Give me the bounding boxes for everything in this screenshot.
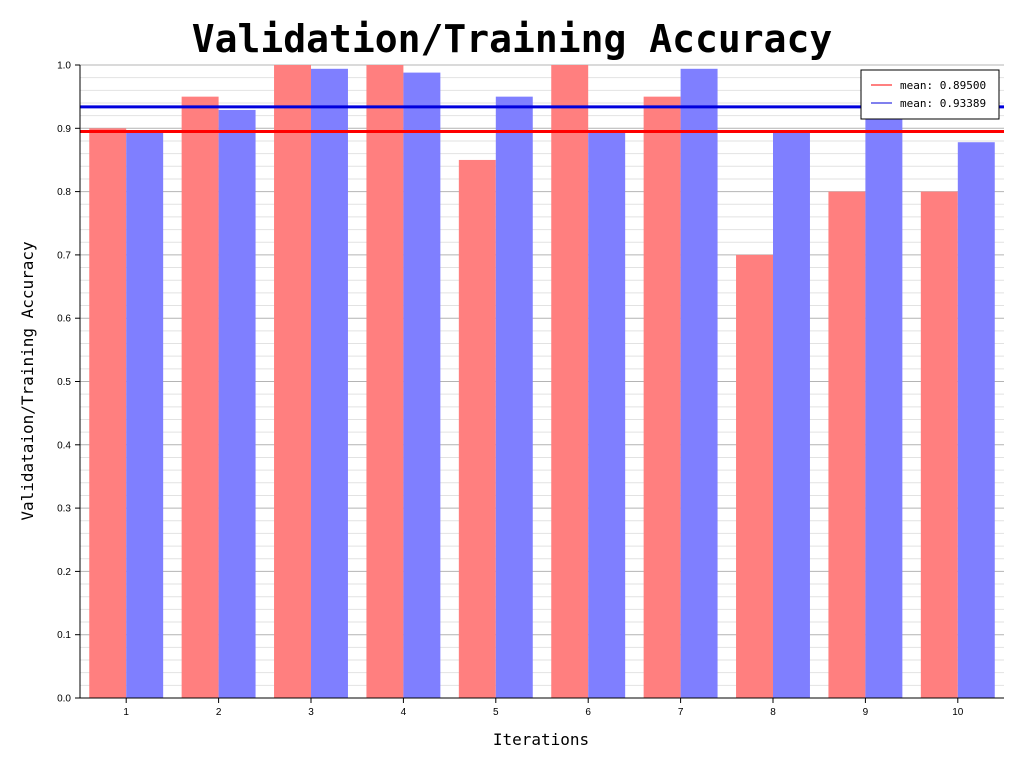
mean-lines-group (80, 105, 1004, 133)
bar-series1-5 (458, 159, 496, 698)
x-tick-label: 6 (585, 707, 591, 718)
x-axis-label: Iterations (493, 730, 589, 749)
x-tick-label: 4 (401, 707, 407, 718)
y-tick-label: 0.1 (57, 630, 71, 641)
bar-series2-10 (957, 142, 995, 698)
x-tick-label: 3 (308, 707, 314, 718)
bar-series2-3 (311, 68, 348, 699)
y-tick-label: 0.8 (57, 187, 71, 198)
bar-series2-9 (865, 116, 903, 698)
legend-box (860, 69, 1000, 120)
x-tick-label: 7 (678, 707, 684, 718)
bar-series2-4 (403, 72, 441, 698)
bar-series1-8 (736, 254, 773, 698)
bar-series1-2 (181, 96, 219, 698)
legend-entry-2: mean: 0.93389 (900, 97, 986, 110)
bar-series1-9 (828, 191, 866, 698)
y-tick-label: 0.0 (57, 694, 71, 705)
bar-series1-3 (274, 65, 311, 698)
axes (75, 64, 1004, 703)
bar-series2-5 (495, 96, 533, 698)
bar-series1-4 (366, 65, 404, 698)
y-tick-labels: 0.0 0.1 0.2 0.3 0.4 0.5 0.6 0.7 0.8 0.9 1.0 (57, 61, 71, 705)
x-tick-label: 5 (493, 707, 499, 718)
x-tick-label: 9 (863, 707, 869, 718)
chart-title: Validation/Training Accuracy (192, 17, 833, 61)
x-tick-label: 1 (123, 707, 129, 718)
bar-series2-1 (126, 131, 164, 699)
y-axis-label: Validataion/Training Accuracy (18, 241, 37, 521)
bar-series2-6 (588, 131, 626, 699)
y-tick-label: 0.6 (57, 314, 71, 325)
bars-group (89, 65, 995, 699)
legend: mean: 0.89500 mean: 0.93389 (860, 69, 1000, 120)
legend-entry-1: mean: 0.89500 (900, 79, 986, 92)
y-tick-label: 1.0 (57, 61, 71, 72)
bar-series2-7 (680, 68, 718, 699)
y-tick-label: 0.2 (57, 567, 71, 578)
bar-series2-8 (773, 131, 810, 699)
y-tick-label: 0.9 (57, 124, 71, 135)
bar-series1-6 (551, 65, 589, 698)
y-tick-label: 0.3 (57, 504, 71, 515)
y-tick-label: 0.7 (57, 250, 71, 261)
bar-series1-1 (89, 128, 127, 699)
x-tick-labels: 1 2 3 4 5 6 7 8 9 10 (123, 707, 963, 718)
bar-series1-7 (643, 96, 681, 698)
bar-series2-2 (218, 109, 256, 699)
bar-series1-10 (920, 191, 958, 698)
y-tick-label: 0.5 (57, 377, 71, 388)
y-tick-label: 0.4 (57, 440, 71, 451)
x-tick-label: 10 (952, 707, 964, 718)
x-tick-label: 2 (216, 707, 222, 718)
x-tick-label: 8 (770, 707, 776, 718)
